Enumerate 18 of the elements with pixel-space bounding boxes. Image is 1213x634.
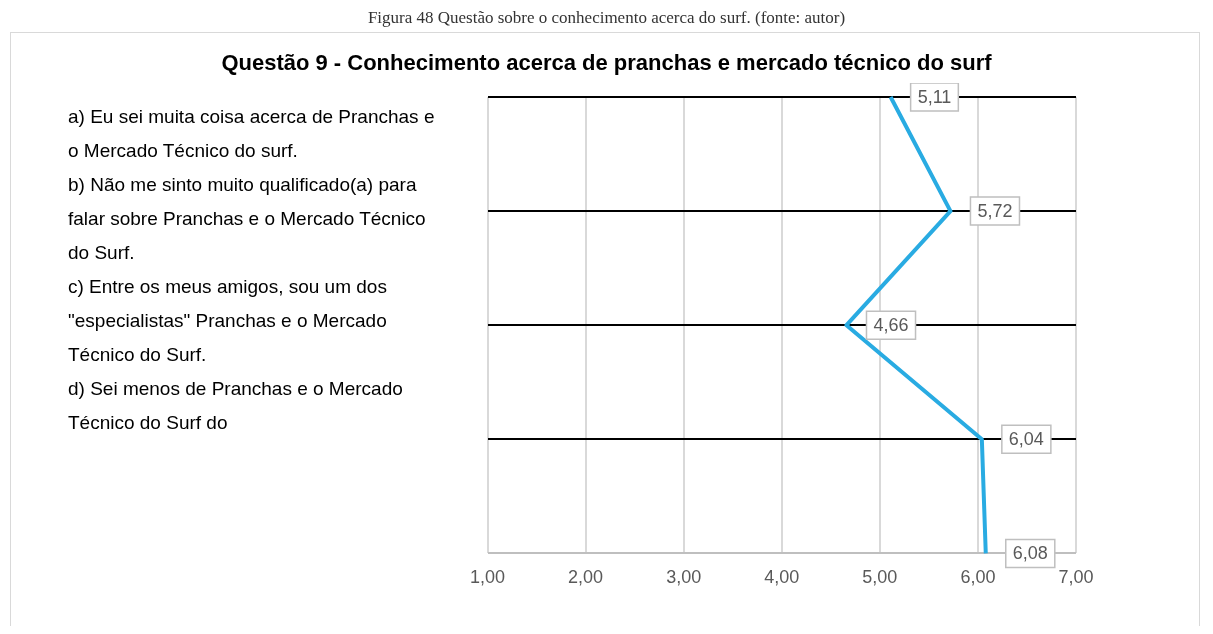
x-tick-label: 6,00 — [960, 567, 996, 588]
chart-title: Questão 9 - Conhecimento acerca de pranchas e mercado técnico do surf — [220, 50, 993, 76]
text: a) Eu sei muita coisa acerca de Pranchas e o Mercado Técnico do surf. — [68, 105, 436, 163]
text: c) Entre os meus amigos, sou um dos "especialistas" Pranchas e o Mercado Técnico do Surf. — [68, 275, 388, 367]
text: b) Não me sinto muito qualificado(a) para falar sobre Pranchas e o Mercado Técnico do Surf. — [68, 173, 427, 265]
x-tick-label: 3,00 — [666, 567, 702, 588]
text: 6,08 — [1012, 543, 1048, 564]
text: Figura 48 Questão sobre o conhecimento acerca do surf. (fonte: autor) — [366, 8, 847, 28]
text: 4,66 — [873, 315, 909, 336]
x-tick-label: 1,00 — [469, 567, 506, 588]
x-tick-label: 2,00 — [568, 567, 604, 588]
text: 6,04 — [1008, 429, 1044, 450]
text: 5,72 — [977, 201, 1013, 222]
x-tick-label: 7,00 — [1058, 567, 1094, 588]
x-tick-label: 4,00 — [764, 567, 800, 588]
x-tick-label: 5,00 — [862, 567, 898, 588]
text: 5,11 — [917, 86, 952, 107]
text: d) Sei menos de Pranchas e o Mercado Técnico do Surf do — [68, 377, 404, 435]
